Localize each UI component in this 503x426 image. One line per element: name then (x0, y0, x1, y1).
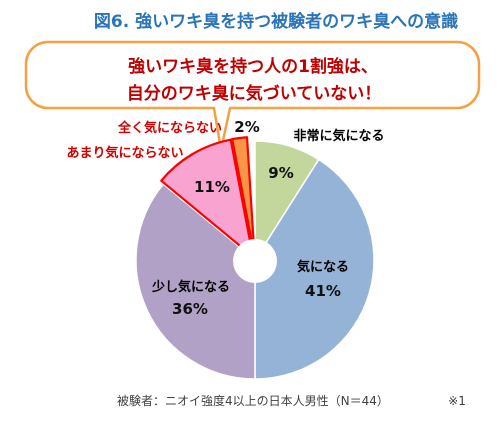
slice-value-concerned: 41% (305, 282, 341, 300)
callout-bubble (24, 40, 481, 152)
chart-title: 図6. 強いワキ臭を持つ被験者のワキ臭への意識 (94, 11, 458, 32)
slice-label-slightly-concerned: 少し気になる (151, 279, 230, 295)
slice-value-not-at-all-concerned: 2% (234, 118, 259, 136)
pie-slice-concerned (254, 158, 375, 380)
footnote: 被験者：ニオイ強度4以上の日本人男性（N＝44） (117, 393, 389, 408)
callout-line-1: 強いワキ臭を持つ人の1割強は、 (128, 56, 378, 77)
slice-label-not-very-concerned: あまり気にならない (66, 145, 183, 161)
slice-label-not-at-all-concerned: 全く気にならない (117, 120, 222, 136)
pie-slice-not-very-concerned (160, 138, 255, 258)
slice-label-very-concerned: 非常に気になる (293, 128, 384, 144)
callout-line-2: 自分のワキ臭に気づいていない！ (127, 83, 382, 104)
donut-chart (135, 136, 375, 380)
slice-label-concerned: 気になる (297, 259, 349, 275)
pie-slice-not-at-all-concerned (231, 136, 256, 258)
callout: 強いワキ臭を持つ人の1割強は、 自分のワキ臭に気づいていない！ (24, 40, 481, 152)
donut-hole (233, 239, 277, 283)
pie-slice-slightly-concerned (135, 183, 256, 380)
slice-value-not-very-concerned: 11% (194, 178, 230, 196)
chart-labels: 非常に気になる 9% 気になる 41% 少し気になる 36% あまり気にならない 11% 全く気… (66, 118, 384, 318)
slice-value-slightly-concerned: 36% (172, 300, 208, 318)
slice-value-very-concerned: 9% (268, 164, 293, 182)
note-reference: ※1 (448, 394, 466, 408)
